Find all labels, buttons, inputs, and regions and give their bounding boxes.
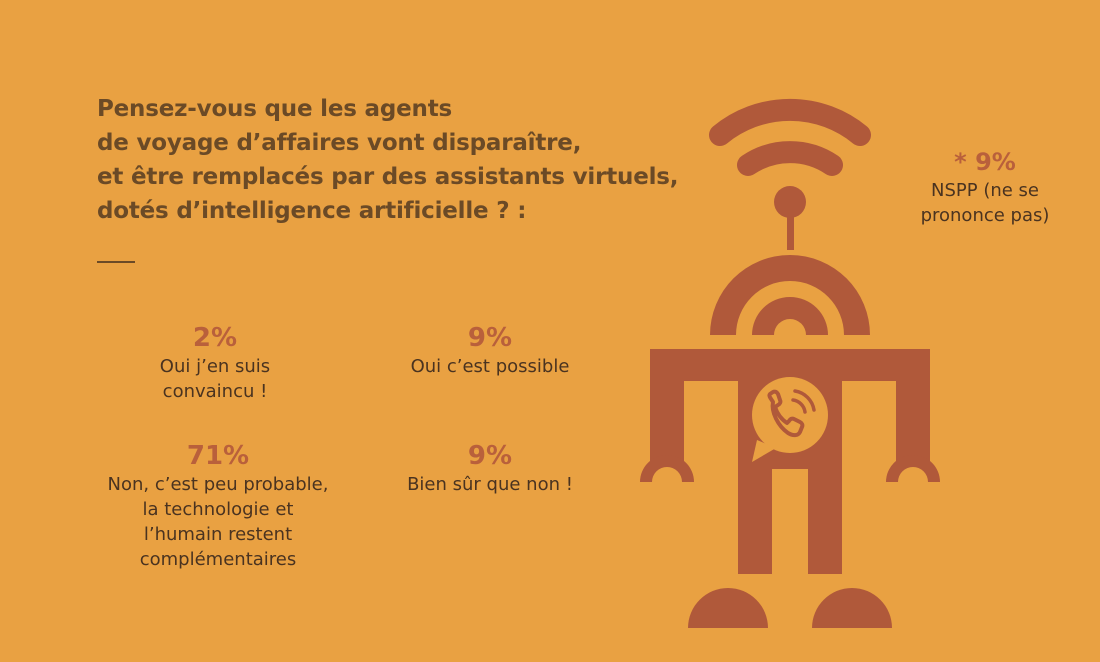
stat-percent: * 9% [954, 148, 1016, 176]
stat-percent: 71% [186, 441, 250, 471]
stat-label-line: l’humain restent [143, 524, 293, 545]
question-line: et être remplacés par des assistants vir… [97, 164, 679, 190]
stat-bien-sur-que-non: 9% Bien sûr que non ! [395, 440, 585, 497]
stat-percent: 9% [467, 441, 513, 471]
stat-label: Oui c’est possible [400, 354, 580, 379]
stat-nspp: * 9% NSPP (ne se prononce pas) [900, 146, 1070, 228]
stat-percent: 2% [192, 323, 238, 353]
stat-percent: 9% [467, 323, 513, 353]
robot-icon [640, 98, 940, 628]
phone-icon [752, 377, 828, 462]
stat-label: Oui j’en suis convaincu ! [130, 354, 300, 404]
wifi-icon [709, 98, 871, 218]
stat-label-line: Oui j’en suis [159, 356, 271, 377]
stat-label-line: NSPP (ne se [931, 180, 1039, 201]
stat-label: Bien sûr que non ! [395, 472, 585, 497]
survey-question: Pensez-vous que les agents de voyage d’a… [97, 92, 717, 228]
stat-label-line: convaincu ! [162, 381, 268, 402]
stat-label-line: Non, c’est peu probable, [107, 474, 329, 495]
stat-label: Non, c’est peu probable, la technologie … [88, 472, 348, 572]
stat-label-line: la technologie et [142, 499, 294, 520]
stat-label-line: complémentaires [139, 549, 297, 570]
question-line: Pensez-vous que les agents [97, 96, 452, 122]
question-line: dotés d’intelligence artificielle ? : [97, 198, 527, 224]
stat-label: NSPP (ne se prononce pas) [900, 178, 1070, 228]
stat-oui-possible: 9% Oui c’est possible [400, 322, 580, 379]
stat-oui-convaincu: 2% Oui j’en suis convaincu ! [130, 322, 300, 404]
stat-label-line: Bien sûr que non ! [407, 474, 573, 495]
divider [97, 261, 135, 263]
stat-label-line: Oui c’est possible [410, 356, 570, 377]
stat-non-peu-probable: 71% Non, c’est peu probable, la technolo… [88, 440, 348, 572]
question-line: de voyage d’affaires vont disparaître, [97, 130, 582, 156]
stat-label-line: prononce pas) [920, 205, 1050, 226]
